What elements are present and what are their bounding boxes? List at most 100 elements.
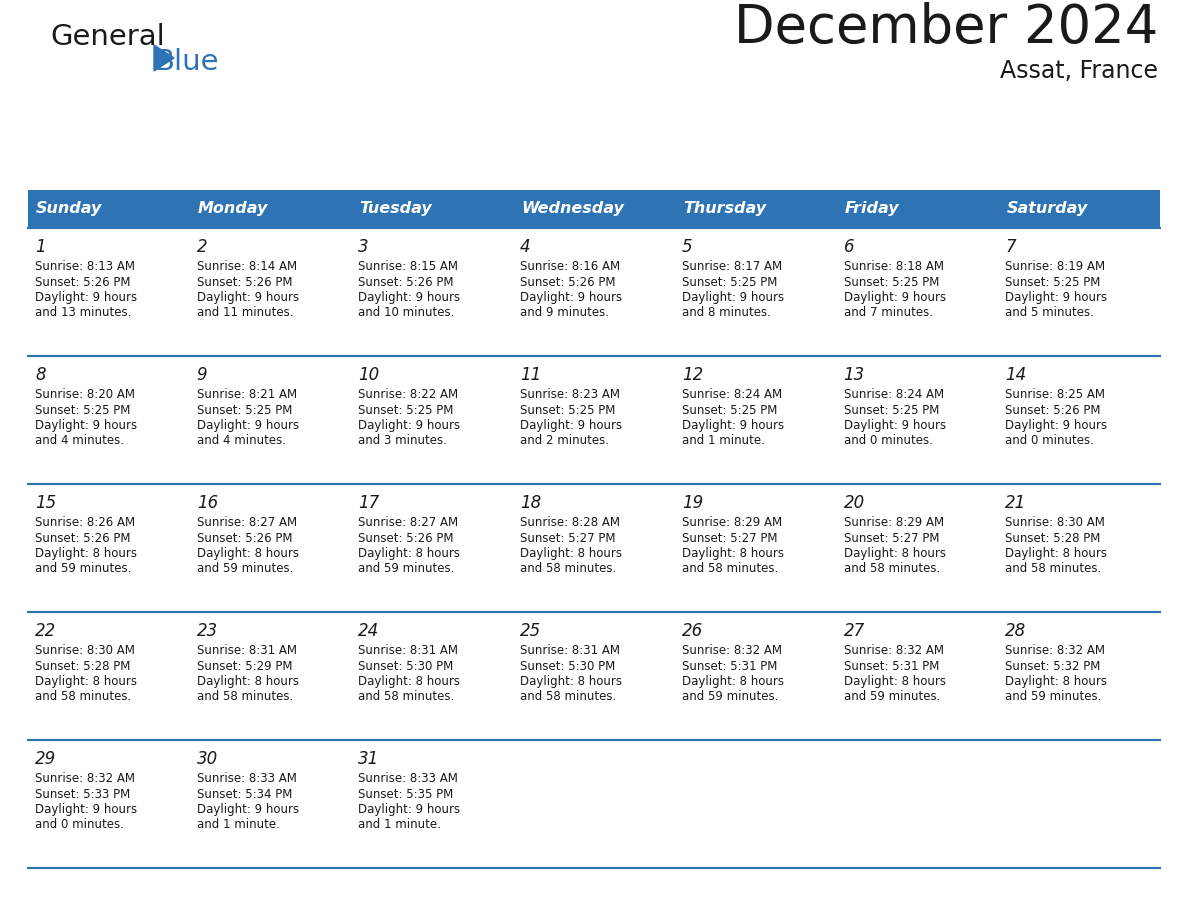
Text: 17: 17: [359, 494, 380, 512]
Text: Sunset: 5:25 PM: Sunset: 5:25 PM: [359, 404, 454, 417]
Text: Daylight: 8 hours: Daylight: 8 hours: [682, 547, 784, 560]
Bar: [29, 612, 1159, 740]
Text: Sunset: 5:25 PM: Sunset: 5:25 PM: [1005, 275, 1100, 288]
Text: Sunset: 5:25 PM: Sunset: 5:25 PM: [843, 275, 939, 288]
Text: 18: 18: [520, 494, 542, 512]
Text: Sunset: 5:26 PM: Sunset: 5:26 PM: [359, 275, 454, 288]
Text: and 7 minutes.: and 7 minutes.: [843, 307, 933, 319]
Text: and 1 minute.: and 1 minute.: [682, 434, 765, 447]
Text: 31: 31: [359, 750, 380, 768]
Text: Sunrise: 8:20 AM: Sunrise: 8:20 AM: [34, 388, 135, 401]
Text: Sunset: 5:27 PM: Sunset: 5:27 PM: [520, 532, 615, 544]
Text: and 4 minutes.: and 4 minutes.: [197, 434, 286, 447]
Text: and 58 minutes.: and 58 minutes.: [359, 690, 455, 703]
Text: and 1 minute.: and 1 minute.: [197, 819, 279, 832]
Text: 4: 4: [520, 238, 531, 256]
Text: and 0 minutes.: and 0 minutes.: [843, 434, 933, 447]
Text: 19: 19: [682, 494, 703, 512]
Text: Sunset: 5:27 PM: Sunset: 5:27 PM: [682, 532, 777, 544]
Text: Daylight: 9 hours: Daylight: 9 hours: [34, 291, 137, 304]
Text: and 13 minutes.: and 13 minutes.: [34, 307, 132, 319]
Text: Daylight: 9 hours: Daylight: 9 hours: [520, 419, 623, 432]
Text: Daylight: 9 hours: Daylight: 9 hours: [1005, 291, 1107, 304]
Text: Sunrise: 8:32 AM: Sunrise: 8:32 AM: [34, 772, 135, 785]
Text: 9: 9: [197, 366, 208, 384]
Text: Sunset: 5:26 PM: Sunset: 5:26 PM: [520, 275, 615, 288]
Text: Daylight: 8 hours: Daylight: 8 hours: [682, 675, 784, 688]
Polygon shape: [154, 45, 173, 71]
Text: Sunset: 5:26 PM: Sunset: 5:26 PM: [1005, 404, 1101, 417]
Text: and 58 minutes.: and 58 minutes.: [682, 563, 778, 576]
Text: Wednesday: Wednesday: [522, 201, 624, 217]
Text: Sunset: 5:29 PM: Sunset: 5:29 PM: [197, 659, 292, 673]
Text: Monday: Monday: [197, 201, 268, 217]
Text: Sunset: 5:31 PM: Sunset: 5:31 PM: [843, 659, 939, 673]
Text: Daylight: 9 hours: Daylight: 9 hours: [843, 291, 946, 304]
Text: Sunrise: 8:30 AM: Sunrise: 8:30 AM: [1005, 516, 1105, 529]
Text: Sunset: 5:26 PM: Sunset: 5:26 PM: [34, 532, 131, 544]
Bar: [29, 484, 1159, 612]
Text: Sunrise: 8:31 AM: Sunrise: 8:31 AM: [520, 644, 620, 657]
Text: Sunrise: 8:15 AM: Sunrise: 8:15 AM: [359, 260, 459, 273]
Text: Daylight: 9 hours: Daylight: 9 hours: [34, 803, 137, 816]
Text: Sunset: 5:32 PM: Sunset: 5:32 PM: [1005, 659, 1100, 673]
Text: and 8 minutes.: and 8 minutes.: [682, 307, 771, 319]
Text: 14: 14: [1005, 366, 1026, 384]
Text: Daylight: 8 hours: Daylight: 8 hours: [359, 547, 461, 560]
Text: Sunset: 5:25 PM: Sunset: 5:25 PM: [197, 404, 292, 417]
Text: 26: 26: [682, 622, 703, 640]
Bar: [190, 190, 352, 228]
Bar: [836, 190, 998, 228]
Text: Sunrise: 8:32 AM: Sunrise: 8:32 AM: [843, 644, 943, 657]
Text: 20: 20: [843, 494, 865, 512]
Text: Daylight: 8 hours: Daylight: 8 hours: [520, 547, 623, 560]
Text: and 9 minutes.: and 9 minutes.: [520, 307, 609, 319]
Text: Daylight: 8 hours: Daylight: 8 hours: [34, 675, 137, 688]
Text: Daylight: 8 hours: Daylight: 8 hours: [197, 547, 298, 560]
Text: and 59 minutes.: and 59 minutes.: [34, 563, 132, 576]
Text: Sunrise: 8:26 AM: Sunrise: 8:26 AM: [34, 516, 135, 529]
Text: Sunrise: 8:14 AM: Sunrise: 8:14 AM: [197, 260, 297, 273]
Text: Sunrise: 8:17 AM: Sunrise: 8:17 AM: [682, 260, 782, 273]
Text: Sunset: 5:25 PM: Sunset: 5:25 PM: [520, 404, 615, 417]
Text: Assat, France: Assat, France: [1000, 59, 1158, 83]
Text: Daylight: 9 hours: Daylight: 9 hours: [34, 419, 137, 432]
Text: Daylight: 9 hours: Daylight: 9 hours: [843, 419, 946, 432]
Text: and 10 minutes.: and 10 minutes.: [359, 307, 455, 319]
Text: and 11 minutes.: and 11 minutes.: [197, 307, 293, 319]
Text: and 59 minutes.: and 59 minutes.: [197, 563, 293, 576]
Text: Sunset: 5:25 PM: Sunset: 5:25 PM: [682, 275, 777, 288]
Text: Daylight: 9 hours: Daylight: 9 hours: [359, 291, 461, 304]
Text: Sunrise: 8:27 AM: Sunrise: 8:27 AM: [197, 516, 297, 529]
Text: Sunrise: 8:24 AM: Sunrise: 8:24 AM: [843, 388, 943, 401]
Text: Daylight: 9 hours: Daylight: 9 hours: [682, 291, 784, 304]
Text: Daylight: 8 hours: Daylight: 8 hours: [520, 675, 623, 688]
Text: Blue: Blue: [154, 48, 219, 76]
Text: Daylight: 8 hours: Daylight: 8 hours: [1005, 675, 1107, 688]
Text: 28: 28: [1005, 622, 1026, 640]
Text: Sunrise: 8:21 AM: Sunrise: 8:21 AM: [197, 388, 297, 401]
Text: Daylight: 9 hours: Daylight: 9 hours: [682, 419, 784, 432]
Text: and 58 minutes.: and 58 minutes.: [1005, 563, 1101, 576]
Bar: [29, 356, 1159, 484]
Text: 24: 24: [359, 622, 380, 640]
Text: and 1 minute.: and 1 minute.: [359, 819, 441, 832]
Text: Sunrise: 8:28 AM: Sunrise: 8:28 AM: [520, 516, 620, 529]
Text: 29: 29: [34, 750, 56, 768]
Text: 23: 23: [197, 622, 217, 640]
Text: and 59 minutes.: and 59 minutes.: [1005, 690, 1101, 703]
Text: Sunrise: 8:27 AM: Sunrise: 8:27 AM: [359, 516, 459, 529]
Text: 27: 27: [843, 622, 865, 640]
Text: and 58 minutes.: and 58 minutes.: [197, 690, 293, 703]
Text: Saturday: Saturday: [1006, 201, 1087, 217]
Text: Sunset: 5:26 PM: Sunset: 5:26 PM: [359, 532, 454, 544]
Text: Sunrise: 8:13 AM: Sunrise: 8:13 AM: [34, 260, 135, 273]
Text: Sunset: 5:28 PM: Sunset: 5:28 PM: [1005, 532, 1100, 544]
Text: Daylight: 9 hours: Daylight: 9 hours: [520, 291, 623, 304]
Text: General: General: [50, 23, 165, 51]
Text: Sunset: 5:25 PM: Sunset: 5:25 PM: [682, 404, 777, 417]
Text: Sunset: 5:28 PM: Sunset: 5:28 PM: [34, 659, 131, 673]
Text: Daylight: 9 hours: Daylight: 9 hours: [359, 803, 461, 816]
Text: and 58 minutes.: and 58 minutes.: [520, 563, 617, 576]
Text: 8: 8: [34, 366, 45, 384]
